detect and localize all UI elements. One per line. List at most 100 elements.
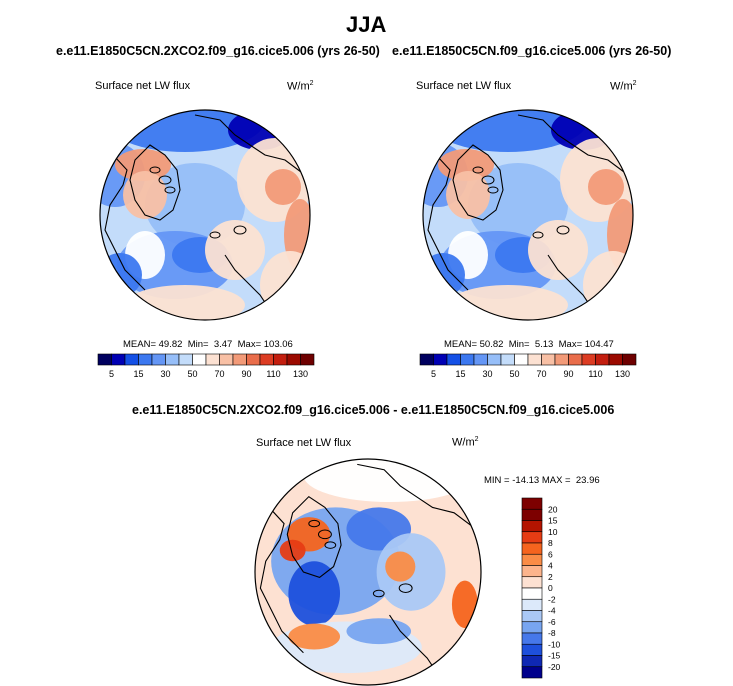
coastline-island	[556, 225, 570, 235]
colorbar-swatch	[246, 353, 261, 366]
colorbar-swatch	[286, 353, 301, 366]
colorbar-tick-label: 70	[536, 369, 546, 379]
coastline-north-america	[255, 496, 304, 654]
colorbar-tick-label: 110	[588, 369, 602, 379]
colorbar-tick-label: 110	[266, 369, 280, 379]
colorbar-swatch	[192, 353, 207, 366]
colorbar-swatch	[521, 553, 543, 566]
panel1-variable-label: Surface net LW flux	[95, 80, 191, 92]
colorbar-tick-label: -4	[548, 606, 556, 616]
field-region	[528, 220, 588, 280]
map-boundary	[254, 458, 482, 686]
colorbar-swatch	[622, 353, 637, 366]
map-panel-diff	[254, 458, 482, 686]
coastline-island	[398, 583, 413, 593]
diff-variable-label: Surface net LW flux	[256, 437, 352, 449]
colorbar-swatch	[259, 353, 274, 366]
colorbar-tick-label: -15	[548, 651, 561, 661]
colorbar-swatch	[138, 353, 153, 366]
colorbar-swatch	[165, 353, 180, 366]
coastline-island	[158, 175, 172, 185]
colorbar-tick-label: 30	[482, 369, 492, 379]
coastline-island	[233, 225, 247, 235]
field-region	[288, 623, 341, 650]
colorbar-swatch	[433, 353, 448, 366]
colorbar-tick-label: -20	[548, 662, 561, 672]
colorbar-swatch	[595, 353, 610, 366]
diff-units-label: W/m2	[452, 436, 479, 449]
panel1-units-label: W/m2	[287, 80, 314, 93]
colorbar-tick-label: 90	[241, 369, 251, 379]
coastline-north-america	[100, 144, 146, 291]
colorbar-swatch	[273, 353, 288, 366]
field-region	[451, 580, 478, 628]
colorbar-tick-label: 20	[548, 504, 558, 514]
colorbar-tick-label: -2	[548, 594, 556, 604]
map-field-diff	[255, 459, 481, 685]
colorbar-tick-label: 130	[615, 369, 630, 379]
coastline-siberia	[517, 114, 629, 176]
colorbar-tick-label: -10	[548, 639, 561, 649]
colorbar-swatch	[124, 353, 139, 366]
colorbar-swatch	[219, 353, 234, 366]
colorbar-swatch	[541, 353, 556, 366]
colorbar-tick-label: 50	[509, 369, 519, 379]
coastline-greenland	[129, 144, 181, 221]
colorbar-swatch	[205, 353, 220, 366]
field-region	[123, 171, 167, 219]
coastline-island	[472, 166, 484, 174]
panel1-case-title: e.e11.E1850C5CN.2XCO2.f09_g16.cice5.006 …	[56, 44, 380, 58]
coastline-north-america	[423, 144, 469, 291]
coastline-island	[532, 231, 544, 239]
map-panel-1	[99, 109, 311, 321]
panel1-stats: MEAN= 49.82 Min= 3.47 Max= 103.06	[123, 339, 293, 350]
map-panel-2	[422, 109, 634, 321]
field-region	[385, 551, 416, 582]
page-title: JJA	[346, 12, 387, 37]
coastline-siberia	[194, 114, 306, 176]
colorbar-swatch	[521, 531, 543, 544]
panel2-case-title: e.e11.E1850C5CN.f09_g16.cice5.006 (yrs 2…	[392, 44, 672, 58]
colorbar-swatch	[97, 353, 112, 366]
panel2-units-label: W/m2	[610, 80, 637, 93]
diff-stats: MIN = -14.13 MAX = 23.96	[484, 475, 600, 486]
colorbar-swatch	[473, 353, 488, 366]
colorbar-tick-label: 15	[133, 369, 143, 379]
field-region	[205, 220, 265, 280]
colorbar-tick-label: -6	[548, 617, 556, 627]
colorbar-swatch	[151, 353, 166, 366]
coastline-island	[209, 231, 221, 239]
colorbar-tick-label: -8	[548, 628, 556, 638]
colorbar-tick-label: 15	[548, 516, 558, 526]
colorbar-tick-label: 130	[293, 369, 308, 379]
field-region	[588, 169, 624, 205]
colorbar-tick-label: 5	[109, 369, 114, 379]
field-region	[125, 285, 245, 320]
field-region	[346, 618, 412, 645]
colorbar-swatch	[521, 542, 543, 555]
colorbar-swatch	[521, 565, 543, 578]
colorbar-swatch	[521, 587, 543, 600]
field-region	[448, 285, 568, 320]
colorbar-swatch	[521, 598, 543, 611]
coastline-island	[481, 175, 495, 185]
coastline-island	[372, 589, 385, 598]
coastline-island	[149, 166, 161, 174]
colorbar-swatch	[300, 353, 315, 366]
colorbar-swatch	[554, 353, 569, 366]
diff-case-title: e.e11.E1850C5CN.2XCO2.f09_g16.cice5.006 …	[132, 403, 615, 417]
colorbar-swatch	[111, 353, 126, 366]
colorbar-tick-label: 6	[548, 549, 553, 559]
colorbar-swatch	[500, 353, 515, 366]
colorbar-tick-label: 0	[548, 583, 553, 593]
colorbar-swatch	[178, 353, 193, 366]
field-region	[583, 251, 633, 319]
colorbar-tick-label: 30	[160, 369, 170, 379]
colorbar-swatch	[232, 353, 247, 366]
colorbar-tick-label: 50	[187, 369, 197, 379]
map-field-2	[423, 110, 633, 320]
colorbar-swatch	[521, 576, 543, 589]
colorbar-swatch	[419, 353, 434, 366]
